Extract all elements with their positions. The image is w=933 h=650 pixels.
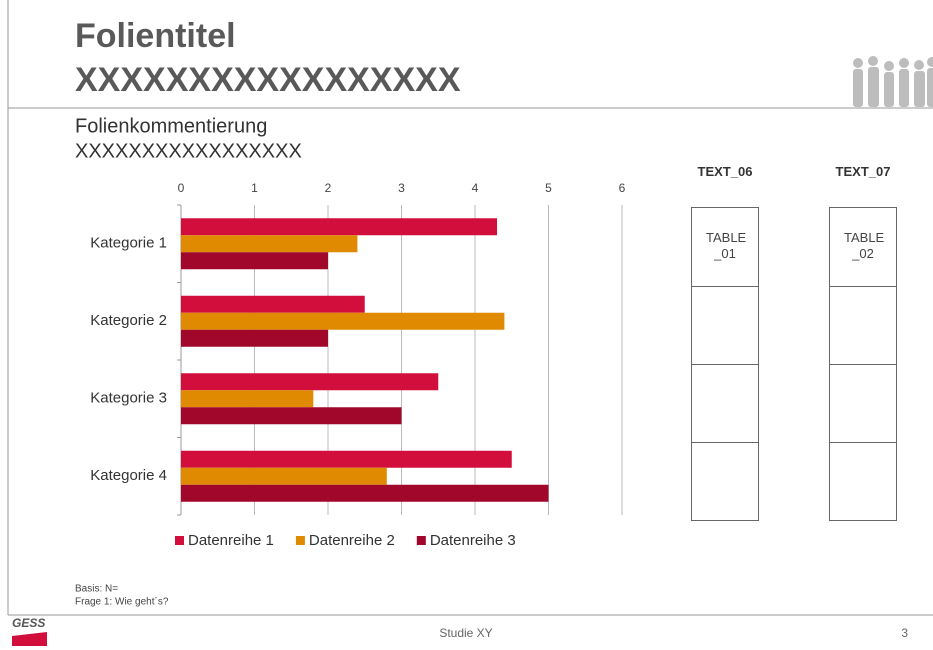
note: Basis: N=: [75, 584, 118, 595]
bar: [181, 390, 314, 408]
bar: [181, 218, 498, 236]
x-tick-label: 6: [619, 181, 626, 195]
table-cell: [830, 286, 896, 364]
table-cell: TABLE _01: [706, 230, 747, 261]
table-cell: [830, 442, 896, 520]
table-cell: TABLE _02: [844, 230, 885, 261]
table-cell: [830, 364, 896, 442]
legend-label: Datenreihe 3: [430, 532, 516, 549]
bar: [181, 252, 328, 270]
bar: [181, 450, 512, 468]
table-cell: [692, 364, 758, 442]
study: Studie XY: [439, 626, 492, 640]
logo: GESS: [12, 616, 45, 630]
table: TABLE _01: [691, 207, 759, 521]
title: Folientitel: [75, 17, 236, 55]
table-cell: [692, 442, 758, 520]
x-tick-label: 2: [325, 181, 332, 195]
bar: [181, 312, 505, 330]
y-tick-label: Kategorie 4: [90, 467, 167, 484]
comment: XXXXXXXXXXXXXXXXX: [75, 140, 302, 162]
y-tick-label: Kategorie 1: [90, 235, 167, 252]
x-tick-label: 0: [178, 181, 185, 195]
logo-mark: [12, 632, 47, 646]
table-cell: [692, 286, 758, 364]
bar: [181, 407, 402, 425]
bar: [181, 484, 549, 502]
legend-label: Datenreihe 1: [188, 532, 274, 549]
x-tick-label: 1: [251, 181, 258, 195]
comment: Folienkommentierung: [75, 115, 267, 137]
legend-label: Datenreihe 2: [309, 532, 395, 549]
bar: [181, 373, 439, 391]
x-tick-label: 4: [472, 181, 479, 195]
people-image: [853, 56, 933, 107]
table: TABLE _02: [829, 207, 897, 521]
bar: [181, 329, 328, 347]
bar: [181, 467, 387, 485]
bar: [181, 235, 358, 253]
table-heading: TEXT_07: [835, 164, 891, 179]
x-tick-label: 5: [545, 181, 552, 195]
bar: [181, 295, 365, 313]
x-tick-label: 3: [398, 181, 405, 195]
legend-swatch: [416, 536, 426, 545]
title: XXXXXXXXXXXXXXXXX: [75, 61, 461, 99]
table-heading: TEXT_06: [697, 164, 753, 179]
legend-swatch: [175, 536, 184, 545]
legend-swatch: [295, 536, 305, 545]
page-number: 3: [901, 626, 908, 640]
note: Frage 1: Wie geht´s?: [75, 596, 169, 608]
y-tick-label: Kategorie 2: [90, 312, 167, 329]
y-tick-label: Kategorie 3: [90, 390, 167, 407]
